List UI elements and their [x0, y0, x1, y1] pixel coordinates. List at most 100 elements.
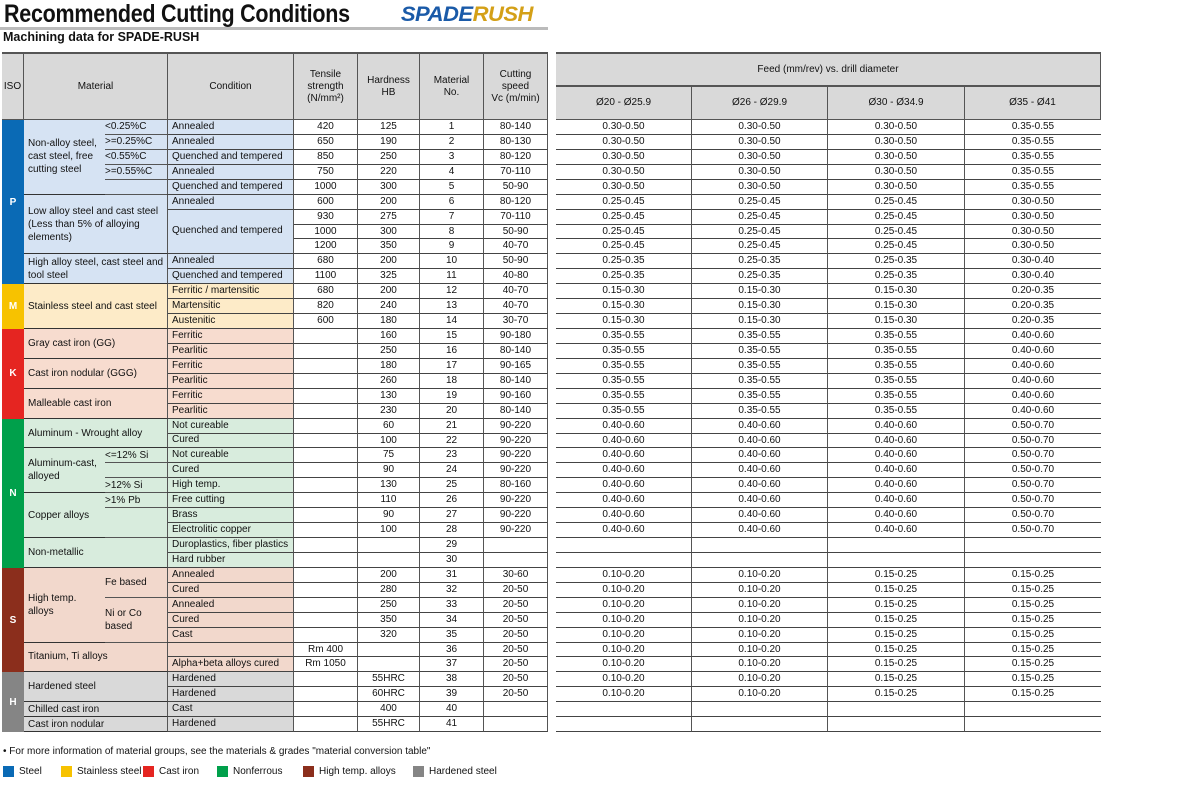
feed-cell: 0.30-0.50: [556, 120, 692, 135]
cutting-speed-cell: 20-50: [484, 627, 548, 643]
subtitle: Machining data for SPADE-RUSH: [3, 30, 200, 44]
tensile-cell: [294, 358, 358, 374]
feed-cell: 0.25-0.45: [692, 239, 828, 255]
feed-cell: 0.40-0.60: [828, 448, 965, 464]
cutting-speed-cell: 40-80: [484, 269, 548, 285]
material-subcategory: [105, 508, 167, 539]
material-name: Cast iron nodular (GGG): [24, 358, 168, 389]
cutting-speed-cell: [484, 717, 548, 733]
hardness-cell: [358, 657, 420, 673]
tensile-cell: Rm 1050: [294, 657, 358, 673]
iso-group-k: K: [2, 329, 24, 419]
feed-cell: 0.35-0.55: [828, 329, 965, 344]
cutting-speed-cell: 80-130: [484, 134, 548, 150]
material-label: Gray cast iron (GG): [28, 337, 116, 349]
material-label: Stainless steel and cast steel: [28, 300, 157, 312]
hardness-cell: 300: [358, 224, 420, 240]
feed-cell: 0.40-0.60: [965, 374, 1101, 389]
condition-cell: Annealed: [168, 134, 294, 150]
feed-cell: [556, 552, 692, 568]
material-label: Low alloy steel and cast steel (Less tha…: [28, 205, 159, 243]
hardness-cell: 320: [358, 627, 420, 643]
feed-cell: 0.35-0.55: [828, 388, 965, 404]
hardness-cell: 55HRC: [358, 672, 420, 688]
tensile-cell: [294, 702, 358, 718]
hardness-cell: 100: [358, 433, 420, 449]
hardness-cell: 180: [358, 358, 420, 374]
feed-cell: 0.40-0.60: [692, 418, 828, 434]
feed-cell: 0.15-0.25: [965, 568, 1101, 583]
feed-cell: 0.15-0.30: [828, 284, 965, 300]
tensile-cell: [294, 523, 358, 539]
tensile-cell: 1000: [294, 179, 358, 195]
feed-cell: 0.25-0.45: [828, 239, 965, 255]
material-no-cell: 39: [420, 687, 484, 703]
hardness-cell: 240: [358, 299, 420, 315]
cutting-speed-cell: 80-120: [484, 149, 548, 165]
material-no-cell: 33: [420, 597, 484, 613]
header-tensile: Tensile strength (N/mm²): [294, 52, 358, 120]
feed-cell: 0.30-0.50: [965, 225, 1101, 240]
feed-cell: [556, 702, 692, 718]
hardness-cell: 325: [358, 269, 420, 285]
feed-cell: 0.35-0.55: [692, 343, 828, 359]
tensile-cell: [294, 552, 358, 568]
hardness-cell: 250: [358, 149, 420, 165]
feed-cell: 0.50-0.70: [965, 493, 1101, 509]
material-no-cell: 32: [420, 582, 484, 598]
material-subcategory: >1% Pb: [105, 493, 167, 509]
feed-cell: 0.15-0.25: [965, 643, 1101, 658]
material-no-cell: 4: [420, 164, 484, 180]
hardness-cell: 200: [358, 284, 420, 300]
title-divider: [0, 27, 548, 30]
material-no-cell: 13: [420, 299, 484, 315]
feed-cell: 0.35-0.55: [965, 135, 1101, 150]
hardness-cell: 60HRC: [358, 687, 420, 703]
feed-cell: 0.10-0.20: [556, 687, 692, 703]
condition-cell: Ferritic / martensitic: [168, 284, 294, 300]
material-no-cell: 30: [420, 552, 484, 568]
feed-cell: 0.25-0.35: [692, 254, 828, 270]
condition-cell: Hardened: [168, 672, 294, 688]
feed-cell: 0.35-0.55: [828, 358, 965, 374]
feed-cell: 0.30-0.50: [965, 239, 1101, 255]
cutting-speed-cell: 90-220: [484, 448, 548, 464]
tensile-cell: [294, 403, 358, 419]
feed-cell: 0.10-0.20: [692, 612, 828, 628]
feed-cell: 0.35-0.55: [692, 403, 828, 419]
cutting-speed-cell: 20-50: [484, 582, 548, 598]
feed-cell: 0.20-0.35: [965, 314, 1101, 329]
feed-cell: 0.40-0.60: [556, 433, 692, 449]
condition-cell: Not cureable: [168, 448, 294, 464]
tensile-cell: 650: [294, 134, 358, 150]
material-no-cell: 36: [420, 642, 484, 658]
material-no-cell: 24: [420, 463, 484, 479]
header-hardness: Hardness HB: [358, 52, 420, 120]
legend-swatch: [3, 766, 14, 777]
material-name: High temp. alloys: [24, 567, 168, 643]
cutting-speed-cell: [484, 702, 548, 718]
material-no-cell: 29: [420, 538, 484, 553]
hardness-cell: 275: [358, 209, 420, 225]
feed-cell: 0.50-0.70: [965, 523, 1101, 539]
legend-label: Cast iron: [159, 766, 200, 777]
legend-label: Stainless steel: [77, 766, 142, 777]
material-label: Copper alloys: [28, 509, 90, 521]
legend-swatch: [61, 766, 72, 777]
feed-cell: [692, 717, 828, 733]
cutting-speed-cell: 90-220: [484, 463, 548, 479]
hardness-cell: 230: [358, 403, 420, 419]
condition-cell: Brass: [168, 508, 294, 524]
cutting-speed-cell: 80-160: [484, 478, 548, 494]
feed-cell: 0.40-0.60: [692, 508, 828, 524]
condition-cell: Austenitic: [168, 314, 294, 329]
material-no-cell: 5: [420, 179, 484, 195]
feed-cell: 0.10-0.20: [692, 672, 828, 688]
material-subcategory: <0.55%C: [105, 150, 167, 165]
feed-cell: [965, 702, 1101, 718]
feed-cell: 0.40-0.60: [556, 418, 692, 434]
feed-cell: 0.35-0.55: [556, 373, 692, 389]
feed-cell: 0.40-0.60: [692, 523, 828, 539]
material-label: Chilled cast iron: [28, 703, 100, 715]
feed-cell: 0.15-0.25: [828, 612, 965, 628]
